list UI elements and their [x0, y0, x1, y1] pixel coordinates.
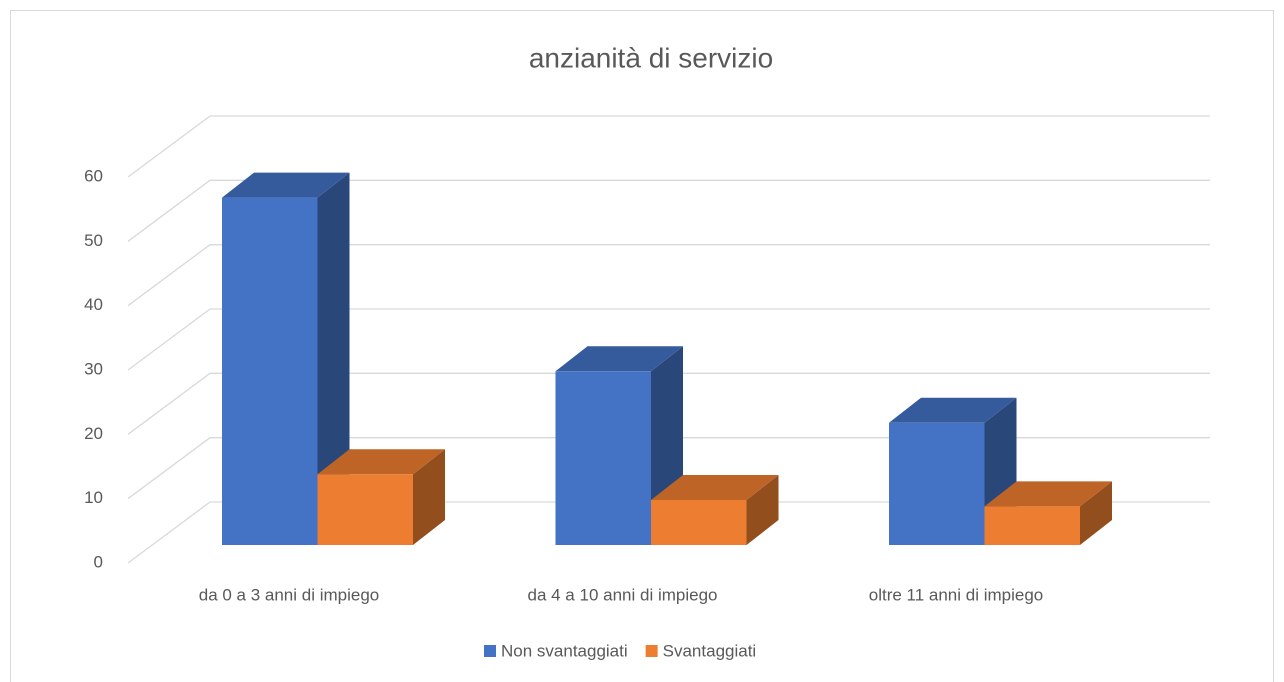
grid-line [127, 437, 1210, 500]
bar-side [413, 449, 445, 545]
bar [651, 499, 747, 545]
bar-top [984, 481, 1112, 507]
bar-top [555, 346, 683, 372]
x-tick-label: da 4 a 10 anni di impiego [528, 585, 718, 604]
bar-side [746, 474, 779, 545]
y-tick-label: 20 [84, 424, 103, 443]
legend-swatch [484, 645, 496, 657]
bar-top [222, 172, 350, 198]
legend-label: Non svantaggiati [501, 641, 628, 660]
grid-line [127, 372, 1210, 435]
chart-frame [10, 10, 1274, 682]
y-tick-label: 30 [84, 359, 103, 378]
grid-line [127, 115, 1210, 178]
bar [889, 422, 985, 545]
bar [222, 197, 318, 545]
bar [317, 474, 413, 545]
legend-swatch [645, 645, 658, 657]
grid-line [127, 501, 1210, 564]
bar [984, 506, 1080, 545]
bar-top [317, 449, 445, 475]
x-tick-label: oltre 11 anni di impiego [869, 585, 1044, 604]
grid-line [127, 179, 1210, 242]
y-tick-label: 10 [84, 488, 103, 507]
bar [555, 371, 651, 545]
bar-side [317, 172, 350, 545]
bar-top [651, 474, 779, 500]
x-tick-label: da 0 a 3 anni di impiego [199, 585, 380, 604]
grid-line [127, 308, 1210, 371]
legend-label: Svantaggiati [663, 641, 757, 660]
y-tick-label: 50 [84, 231, 103, 250]
y-tick-label: 60 [84, 166, 103, 185]
bar-side [1080, 481, 1112, 545]
chart-title: anzianità di servizio [529, 42, 773, 73]
bar-top [889, 397, 1017, 423]
y-tick-label: 40 [84, 295, 103, 314]
y-tick-label: 0 [94, 552, 103, 571]
grid-line [127, 244, 1210, 307]
